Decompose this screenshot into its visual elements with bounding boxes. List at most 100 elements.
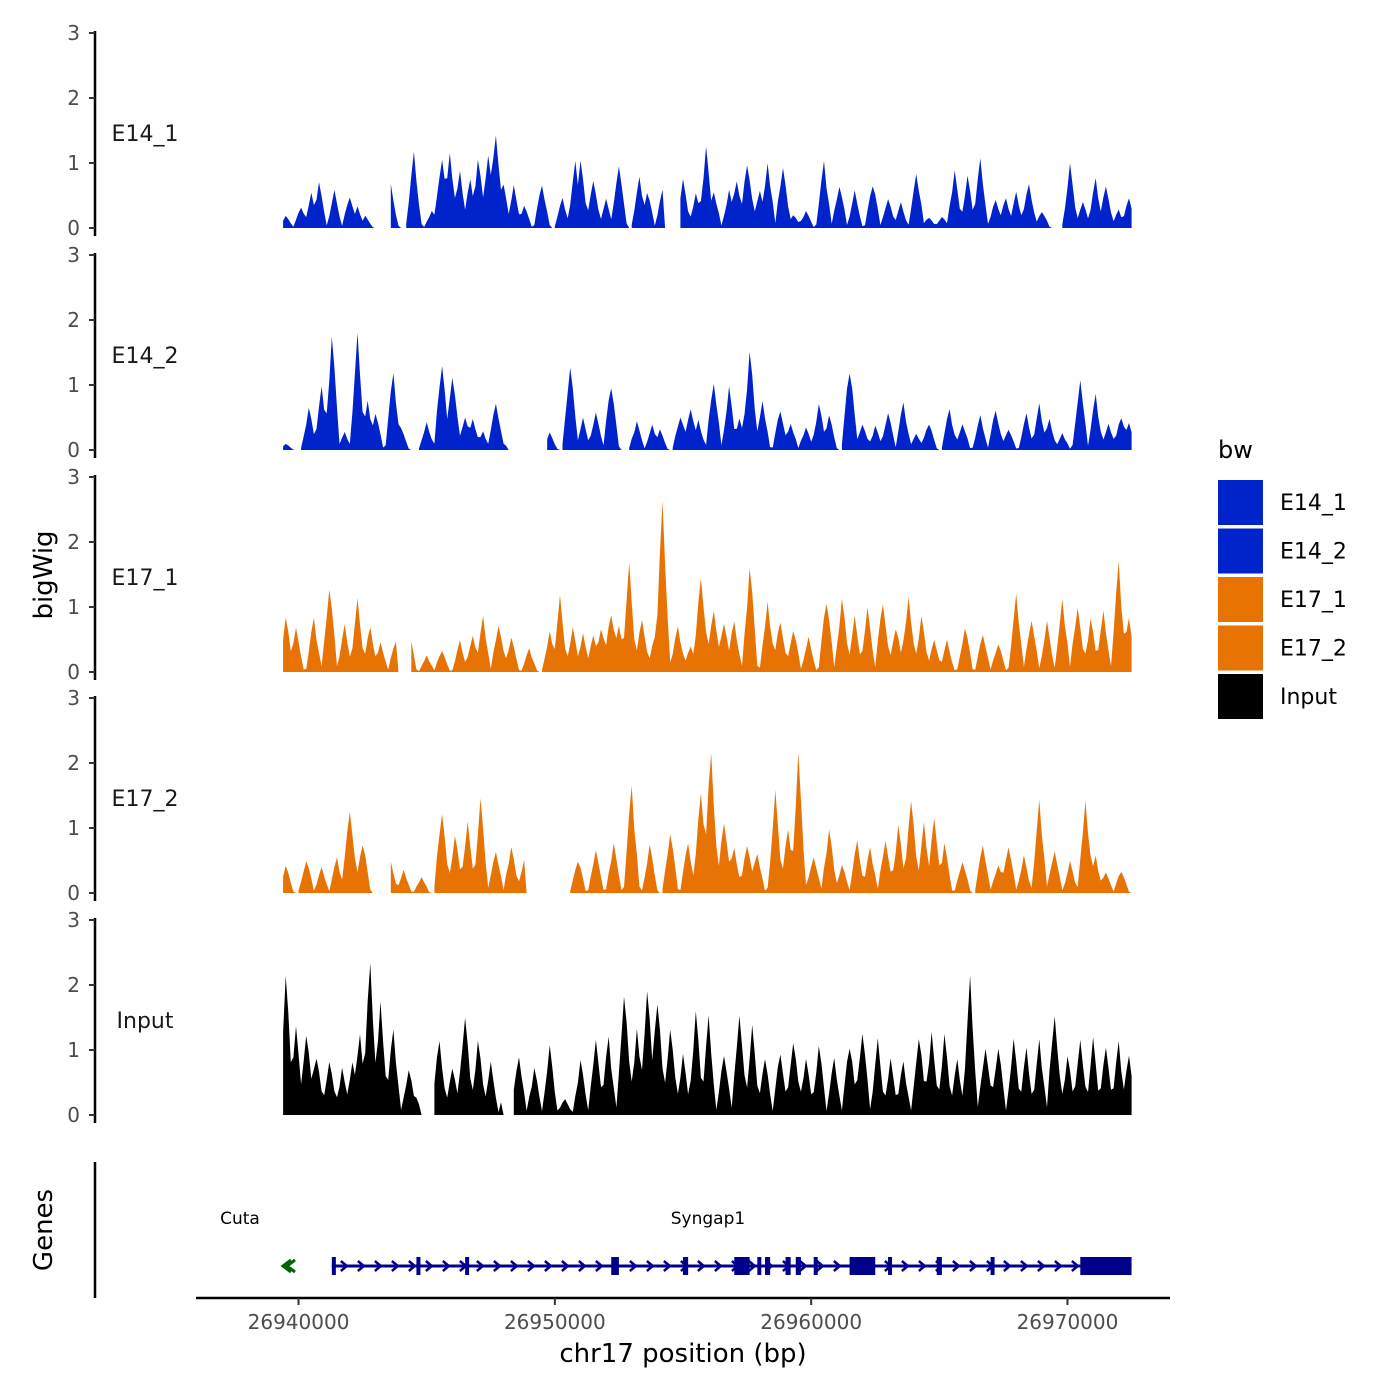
- exon: [1080, 1257, 1132, 1275]
- x-tick-label: 26960000: [760, 1310, 862, 1334]
- y-axis-title: bigWig: [29, 530, 59, 619]
- strand-arrow: [816, 1260, 825, 1272]
- legend-label: Input: [1280, 685, 1337, 710]
- track-label: E17_2: [112, 787, 179, 812]
- track-label: Input: [117, 1009, 174, 1034]
- legend-label: E17_2: [1280, 637, 1347, 662]
- track-E14_1: 0 1 2 3 E14_1: [67, 21, 1132, 240]
- exon: [785, 1257, 791, 1275]
- y-tick-label: 1: [67, 816, 80, 840]
- signal-area-E17_1: [283, 500, 1132, 672]
- track-label: E14_2: [112, 344, 179, 369]
- legend-swatch-E14_2: [1218, 528, 1263, 574]
- strand-arrow: [1071, 1260, 1080, 1272]
- strand-arrow: [442, 1260, 451, 1272]
- exon: [765, 1257, 771, 1275]
- signal-tracks: 0 1 2 3 E14_1 0 1 2 3 E14_2 0 1 2 3 E17_1 0 1 2 3 E17_2 0 1 2 3…: [67, 21, 1132, 1127]
- signal-area-E14_1: [283, 135, 1132, 228]
- signal-area-E14_2: [283, 332, 1132, 450]
- strand-arrow: [357, 1260, 366, 1272]
- exon: [990, 1257, 995, 1275]
- strand-arrow: [408, 1260, 417, 1272]
- y-tick-label: 1: [67, 595, 80, 619]
- strand-arrow: [284, 1258, 296, 1274]
- x-tick-label: 26950000: [504, 1310, 606, 1334]
- strand-arrow: [901, 1260, 910, 1272]
- y-tick-label: 3: [67, 686, 80, 710]
- y-tick-label: 1: [67, 151, 80, 175]
- exon: [936, 1257, 942, 1275]
- y-tick-label: 2: [67, 86, 80, 110]
- x-axis-title: chr17 position (bp): [559, 1339, 806, 1369]
- legend-swatch-E14_1: [1218, 480, 1263, 525]
- strand-arrow: [578, 1260, 587, 1272]
- track-label: E14_1: [112, 122, 179, 147]
- strand-arrow: [493, 1260, 502, 1272]
- gene-label: Cuta: [220, 1209, 260, 1229]
- y-tick-label: 2: [67, 530, 80, 554]
- genes-axis-title: Genes: [29, 1189, 59, 1271]
- strand-arrow: [391, 1260, 400, 1272]
- strand-arrow: [714, 1260, 723, 1272]
- strand-arrow: [918, 1260, 927, 1272]
- strand-arrow: [425, 1260, 434, 1272]
- strand-arrow: [952, 1260, 961, 1272]
- y-tick-label: 0: [67, 216, 80, 240]
- x-tick-label: 26970000: [1017, 1310, 1119, 1334]
- track-E14_2: 0 1 2 3 E14_2: [67, 243, 1132, 462]
- y-tick-label: 3: [67, 908, 80, 932]
- strand-arrow: [1054, 1260, 1063, 1272]
- strand-arrow: [748, 1260, 757, 1272]
- strand-arrow: [527, 1260, 536, 1272]
- strand-arrow: [544, 1260, 553, 1272]
- exon: [683, 1257, 689, 1275]
- y-tick-label: 2: [67, 973, 80, 997]
- y-tick-label: 3: [67, 465, 80, 489]
- exon: [849, 1257, 876, 1275]
- strand-arrow: [697, 1260, 706, 1272]
- track-E17_1: 0 1 2 3 E17_1: [67, 465, 1132, 684]
- gene-body: [280, 1258, 292, 1274]
- strand-arrow: [646, 1260, 655, 1272]
- legend-label: E14_2: [1280, 540, 1347, 565]
- strand-arrow: [799, 1260, 808, 1272]
- strand-arrow: [561, 1260, 570, 1272]
- exon: [416, 1257, 421, 1275]
- track-label: E17_1: [112, 566, 179, 591]
- exon: [888, 1257, 893, 1275]
- track-E17_2: 0 1 2 3 E17_2: [67, 686, 1132, 905]
- y-tick-label: 3: [67, 243, 80, 267]
- legend-swatch-Input: [1218, 674, 1263, 719]
- gene-Syngap1: Syngap1: [331, 1209, 1132, 1275]
- strand-arrow: [340, 1260, 349, 1272]
- exon: [734, 1257, 750, 1275]
- legend: bw E14_1 E14_2 E17_1 E17_2 Input: [1218, 436, 1347, 719]
- exon: [611, 1257, 619, 1275]
- signal-area-Input: [283, 963, 1132, 1115]
- y-tick-label: 0: [67, 438, 80, 462]
- y-tick-label: 1: [67, 373, 80, 397]
- strand-arrow: [1037, 1260, 1046, 1272]
- strand-arrow: [1020, 1260, 1029, 1272]
- exon: [757, 1257, 762, 1275]
- y-tick-label: 0: [67, 1103, 80, 1127]
- strand-arrow: [663, 1260, 672, 1272]
- exon: [331, 1257, 336, 1275]
- y-tick-label: 0: [67, 660, 80, 684]
- gene-label: Syngap1: [671, 1209, 745, 1229]
- strand-arrow: [1003, 1260, 1012, 1272]
- y-tick-label: 1: [67, 1038, 80, 1062]
- exon: [813, 1257, 818, 1275]
- strand-arrow: [595, 1260, 604, 1272]
- strand-arrow: [969, 1260, 978, 1272]
- track-Input: 0 1 2 3 Input: [67, 908, 1132, 1127]
- legend-label: E17_1: [1280, 588, 1347, 613]
- y-tick-label: 0: [67, 881, 80, 905]
- strand-arrow: [629, 1260, 638, 1272]
- y-tick-label: 2: [67, 308, 80, 332]
- strand-arrow: [510, 1260, 519, 1272]
- exon: [795, 1257, 801, 1275]
- strand-arrow: [476, 1260, 485, 1272]
- x-axis: 26940000 26950000 26960000 26970000: [196, 1296, 1170, 1334]
